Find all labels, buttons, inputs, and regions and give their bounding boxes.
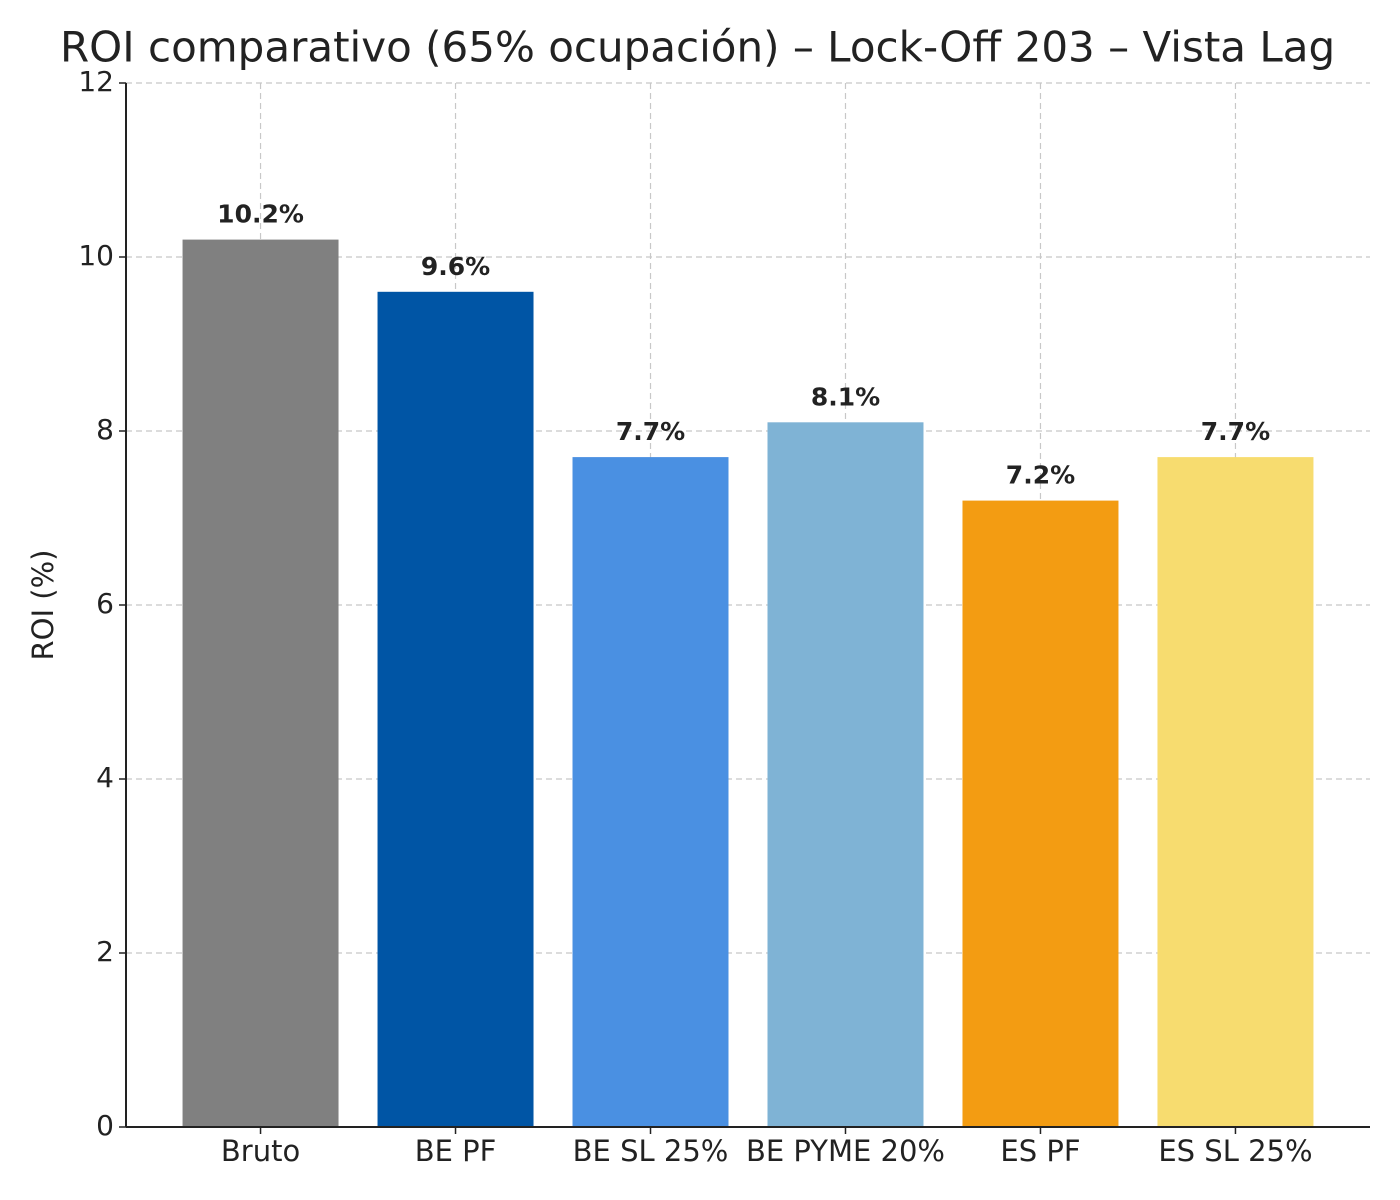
- bar: [182, 239, 339, 1128]
- data-label: 7.2%: [1006, 461, 1075, 490]
- data-label: 10.2%: [217, 200, 304, 229]
- data-label: 9.6%: [421, 252, 490, 281]
- x-tick-label: BE PYME 20%: [746, 1134, 945, 1168]
- y-tick-label: 2: [96, 935, 114, 968]
- bar: [572, 457, 729, 1128]
- x-tick-label: BE PF: [415, 1134, 497, 1168]
- x-tick-label: ES SL 25%: [1158, 1134, 1312, 1168]
- bar: [377, 291, 534, 1127]
- x-tick-label: ES PF: [1000, 1134, 1080, 1168]
- y-tick-label: 10: [78, 239, 114, 272]
- y-axis-label: ROI (%): [26, 550, 60, 661]
- data-label: 7.7%: [616, 417, 685, 446]
- data-label: 7.7%: [1201, 417, 1270, 446]
- bar: [1157, 457, 1314, 1128]
- y-tick-label: 8: [96, 413, 114, 446]
- x-tick-label: BE SL 25%: [573, 1134, 729, 1168]
- bar: [767, 422, 924, 1127]
- y-tick-label: 0: [96, 1109, 114, 1142]
- data-label: 8.1%: [811, 382, 880, 411]
- y-tick-label: 4: [96, 761, 114, 794]
- x-tick-label: Bruto: [221, 1134, 300, 1168]
- chart-title: ROI comparativo (65% ocupación) – Lock-O…: [60, 23, 1335, 72]
- y-tick-label: 6: [96, 587, 114, 620]
- y-tick-label: 12: [78, 65, 114, 98]
- bar: [962, 500, 1119, 1128]
